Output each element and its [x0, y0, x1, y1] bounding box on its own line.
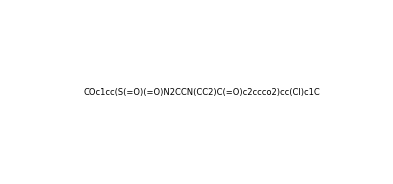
Text: COc1cc(S(=O)(=O)N2CCN(CC2)C(=O)c2ccco2)cc(Cl)c1C: COc1cc(S(=O)(=O)N2CCN(CC2)C(=O)c2ccco2)c…: [83, 89, 320, 97]
